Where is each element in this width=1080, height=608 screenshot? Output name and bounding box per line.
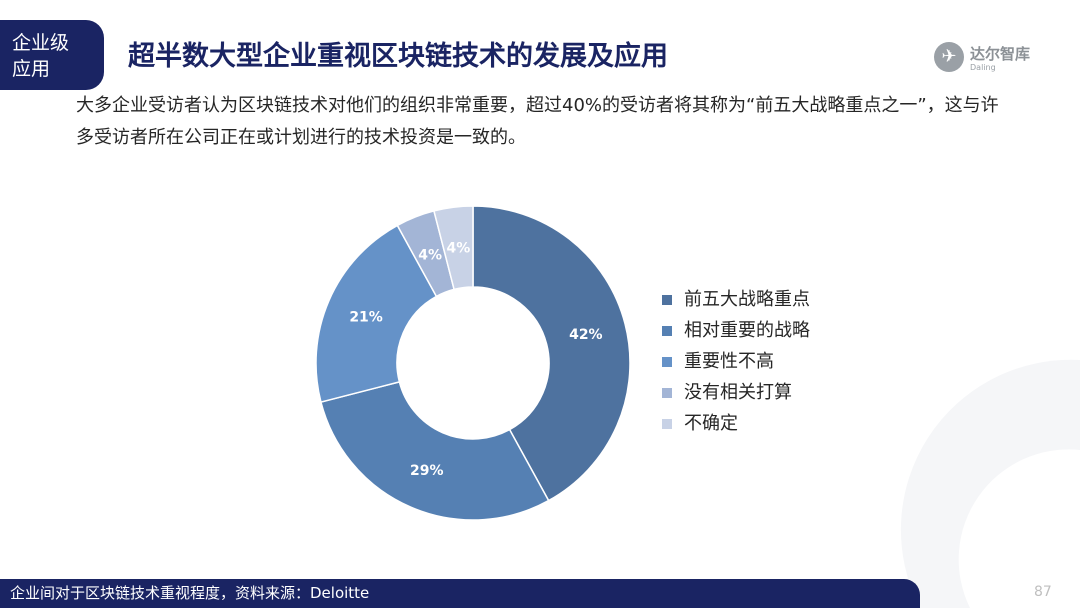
legend-item-5: 不确定 bbox=[662, 408, 810, 439]
donut-label-3: 21% bbox=[349, 310, 383, 326]
footer-source: 企业间对于区块链技术重视程度，资料来源：Deloitte bbox=[10, 584, 370, 602]
legend-swatch-2 bbox=[662, 326, 672, 336]
description-text: 大多企业受访者认为区块链技术对他们的组织非常重要，超过40%的受访者将其称为“前… bbox=[76, 95, 999, 148]
section-tag: 企业级 应用 bbox=[0, 20, 104, 90]
donut-slice-2 bbox=[320, 380, 550, 521]
donut-chart: 42% 29% 21% 4% 4% bbox=[315, 205, 631, 521]
legend-label-1: 前五大战略重点 bbox=[684, 289, 810, 310]
page-title: 超半数大型企业重视区块链技术的发展及应用 bbox=[128, 41, 668, 72]
legend-item-2: 相对重要的战略 bbox=[662, 315, 810, 346]
footer-bar: 企业间对于区块链技术重视程度，资料来源：Deloitte bbox=[0, 579, 920, 608]
logo: ✈ 达尔智库 Daling bbox=[934, 42, 1044, 78]
legend-item-1: 前五大战略重点 bbox=[662, 284, 810, 315]
legend-label-3: 重要性不高 bbox=[684, 351, 774, 372]
legend-item-3: 重要性不高 bbox=[662, 346, 810, 377]
donut-slice-5 bbox=[433, 205, 474, 291]
legend-swatch-3 bbox=[662, 357, 672, 367]
logo-icon: ✈ bbox=[934, 42, 964, 72]
donut-label-2: 29% bbox=[410, 463, 444, 479]
chart-legend: 前五大战略重点 相对重要的战略 重要性不高没有相关打算 不确定 bbox=[662, 284, 810, 439]
legend-swatch-5 bbox=[662, 419, 672, 429]
logo-subtitle: Daling bbox=[970, 63, 996, 72]
background-decoration bbox=[900, 359, 1080, 608]
donut-label-4: 4% bbox=[418, 248, 442, 264]
logo-name: 达尔智库 bbox=[970, 45, 1031, 63]
donut-slice-1 bbox=[472, 205, 631, 502]
legend-label-5: 不确定 bbox=[684, 413, 738, 434]
donut-label-5: 4% bbox=[447, 240, 471, 256]
donut-slice-3 bbox=[315, 224, 438, 403]
legend-item-4: 没有相关打算 bbox=[662, 377, 810, 408]
legend-swatch-1 bbox=[662, 295, 672, 305]
donut-label-1: 42% bbox=[569, 327, 603, 343]
legend-label-2: 相对重要的战略 bbox=[684, 320, 810, 341]
page-number: 87 bbox=[1034, 584, 1052, 600]
legend-swatch-4 bbox=[662, 388, 672, 398]
legend-label-4: 没有相关打算 bbox=[684, 382, 792, 403]
